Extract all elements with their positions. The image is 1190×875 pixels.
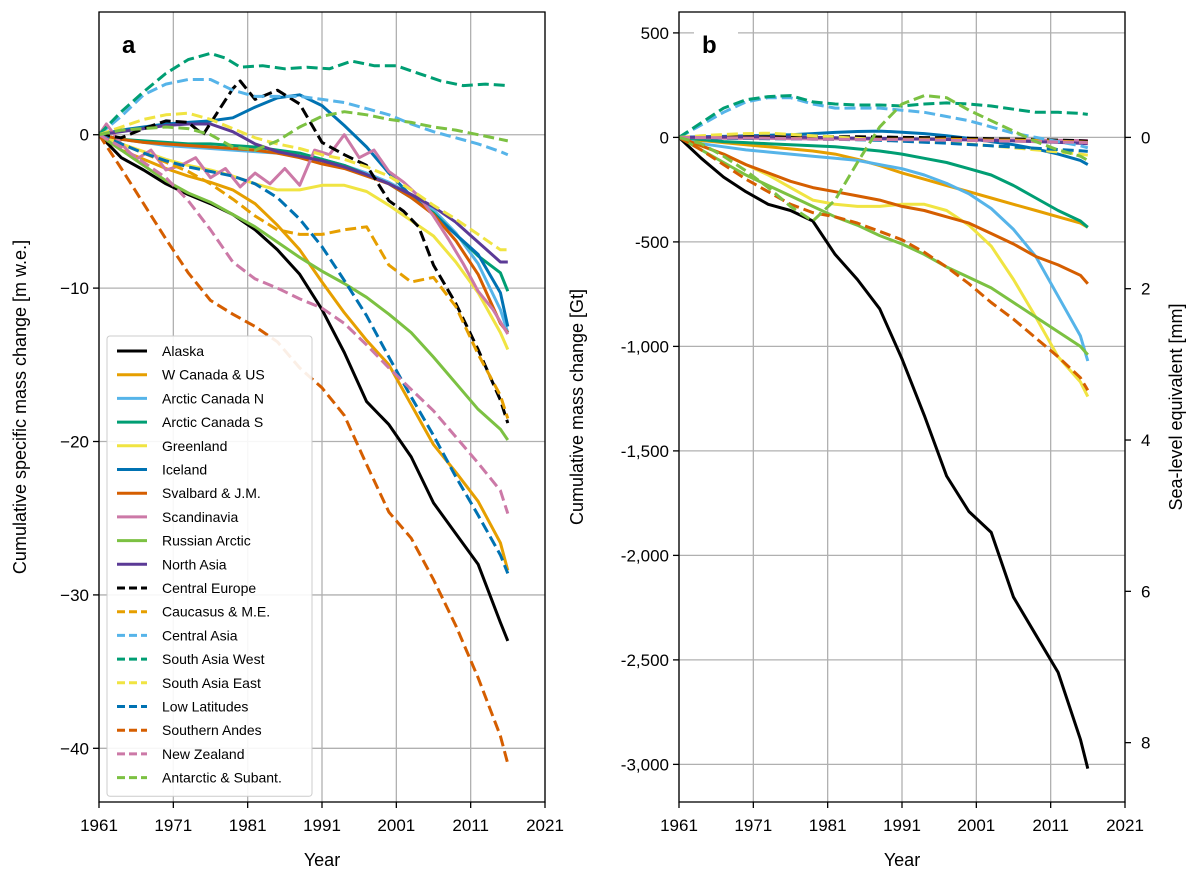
x-tick-label: 1991 [883,816,921,835]
series-line-caucasus-m-e-dashed [99,133,510,419]
x-tick-label: 1981 [229,816,267,835]
legend-label: Central Asia [162,627,238,643]
y-right-tick-label: 0 [1141,128,1150,147]
series-line-greenland [99,133,510,351]
series-line-alaska [679,136,1090,769]
series-line-arctic-canada-n [679,135,1090,362]
legend-label: Southern Andes [162,722,262,738]
series-line-north-asia [99,122,508,264]
series-line-arctic-canada-s [679,135,1089,229]
series-line-antarctic-subant-dashed [679,94,1089,223]
y-tick-label: -2,500 [621,651,669,670]
x-tick-label: 2021 [1106,816,1144,835]
series-line-iceland [99,93,510,327]
panel-b-gridlines [678,12,1126,802]
legend-label: Alaska [162,343,204,359]
panel-a-xlabel: Year [304,850,340,870]
y-tick-label: -1,500 [621,442,669,461]
y-tick-label: 500 [641,24,669,43]
y-tick-label: −20 [60,433,89,452]
y-tick-label: -500 [635,233,669,252]
series-line-w-canada-us [679,135,1089,229]
series-line-new-zealand-dashed [99,133,510,515]
series-line-antarctic-subant-dashed [99,110,509,152]
panel-b-ylabel-right: Sea-level equivalent [mm] [1166,303,1186,510]
series-line-scandinavia [99,122,510,335]
x-tick-label: 2011 [1032,816,1069,835]
panel-a: 1961 1971 1981 1991 2001 2011 2021 0 −10 −20 −30 −4… [10,11,564,870]
legend-label: Scandinavia [162,509,238,525]
legend-label: Iceland [162,462,207,478]
series-line-svalbard-j-m [679,135,1089,285]
legend-box [106,335,313,797]
series-line-south-asia-west-dashed [679,94,1089,139]
y-tick-label: -1,000 [621,337,669,356]
y-tick-label: -3,000 [621,755,669,774]
x-tick-label: 1971 [734,816,772,835]
y-tick-label: −40 [60,739,89,758]
panel-a-legend: Alaska W Canada & US Arctic Canada N Arctic… [106,335,313,797]
panel-b-letter: b [702,32,717,59]
series-line-new-zealand-dashed [679,135,1088,145]
series-line-central-europe-dashed [99,79,510,424]
legend-label: Low Latitudes [162,699,248,715]
series-line-russian-arctic [679,136,1089,356]
legend-label: Russian Arctic [162,533,251,549]
legend-label: Antarctic & Subant. [162,770,282,786]
legend-label: New Zealand [162,746,245,762]
panel-b-xlabel: Year [884,850,920,870]
y-right-tick-label: 6 [1141,582,1150,601]
y-right-tick-label: 2 [1141,280,1150,299]
y-tick-label: -2,000 [621,546,669,565]
x-tick-label: 1981 [809,816,847,835]
panel-b-ylabel: Cumulative mass change [Gt] [567,289,587,525]
panel-a-letter: a [122,32,136,59]
x-tick-label: 1971 [154,816,192,835]
legend-label: South Asia West [162,651,265,667]
series-line-low-latitudes-dashed [99,133,510,574]
x-tick-label: 1961 [80,816,118,835]
x-tick-label: 2021 [526,816,564,835]
legend-label: South Asia East [162,675,261,691]
panel-b-series-lines [679,94,1090,769]
panel-b-letter-bg [694,26,738,64]
series-line-central-asia-dashed [99,78,509,157]
panel-a-ylabel: Cumulative specific mass change [m w.e.] [10,240,30,574]
x-tick-label: 1991 [303,816,341,835]
series-line-southern-andes-dashed [679,136,1090,392]
panel-b-ticks: 1961 1971 1981 1991 2001 2011 2021 500 0 -500 -1,0… [621,24,1151,835]
y-tick-label: −10 [60,279,89,298]
x-tick-label: 2001 [377,816,415,835]
legend-label: Svalbard & J.M. [162,485,261,501]
legend-label: Arctic Canada S [162,414,263,430]
x-tick-label: 2001 [957,816,995,835]
x-tick-label: 1961 [660,816,698,835]
y-tick-label: −30 [60,586,89,605]
x-tick-label: 2011 [452,816,489,835]
legend-label: Arctic Canada N [162,390,264,406]
series-line-south-asia-west-dashed [99,51,508,136]
series-line-alaska [99,133,510,642]
legend-label: Greenland [162,438,227,454]
y-right-tick-label: 4 [1141,431,1150,450]
legend-label: North Asia [162,556,227,572]
legend-label: W Canada & US [162,367,265,383]
legend-label: Caucasus & M.E. [162,604,270,620]
y-right-tick-label: 8 [1141,734,1150,753]
panel-a-ticks: 1961 1971 1981 1991 2001 2011 2021 0 −10 −20 −30 −4… [60,126,564,835]
y-tick-label: 0 [80,126,89,145]
legend-label: Central Europe [162,580,256,596]
y-tick-label: 0 [660,128,669,147]
panel-b: 1961 1971 1981 1991 2001 2011 2021 500 0 -500 -1,0… [567,11,1186,870]
panel-a-series-lines [99,51,510,765]
series-line-south-asia-east-dashed [99,111,508,252]
